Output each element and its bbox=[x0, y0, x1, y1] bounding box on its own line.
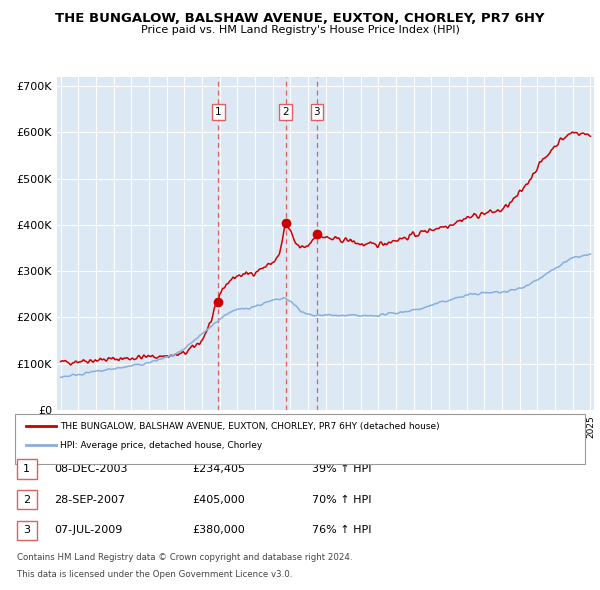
Text: £234,405: £234,405 bbox=[192, 464, 245, 474]
Text: £380,000: £380,000 bbox=[192, 526, 245, 535]
Text: THE BUNGALOW, BALSHAW AVENUE, EUXTON, CHORLEY, PR7 6HY (detached house): THE BUNGALOW, BALSHAW AVENUE, EUXTON, CH… bbox=[60, 422, 440, 431]
Text: £405,000: £405,000 bbox=[192, 495, 245, 504]
Text: 39% ↑ HPI: 39% ↑ HPI bbox=[312, 464, 371, 474]
Text: 76% ↑ HPI: 76% ↑ HPI bbox=[312, 526, 371, 535]
Text: Contains HM Land Registry data © Crown copyright and database right 2024.: Contains HM Land Registry data © Crown c… bbox=[17, 553, 352, 562]
Text: 70% ↑ HPI: 70% ↑ HPI bbox=[312, 495, 371, 504]
Text: THE BUNGALOW, BALSHAW AVENUE, EUXTON, CHORLEY, PR7 6HY: THE BUNGALOW, BALSHAW AVENUE, EUXTON, CH… bbox=[55, 12, 545, 25]
Text: 28-SEP-2007: 28-SEP-2007 bbox=[54, 495, 125, 504]
Text: 1: 1 bbox=[23, 464, 30, 474]
Text: 1: 1 bbox=[215, 107, 221, 117]
Text: 08-DEC-2003: 08-DEC-2003 bbox=[54, 464, 128, 474]
Text: 2: 2 bbox=[23, 495, 30, 504]
Text: 3: 3 bbox=[23, 526, 30, 535]
Text: This data is licensed under the Open Government Licence v3.0.: This data is licensed under the Open Gov… bbox=[17, 571, 292, 579]
Text: 07-JUL-2009: 07-JUL-2009 bbox=[54, 526, 122, 535]
Text: Price paid vs. HM Land Registry's House Price Index (HPI): Price paid vs. HM Land Registry's House … bbox=[140, 25, 460, 35]
Text: 3: 3 bbox=[314, 107, 320, 117]
Text: HPI: Average price, detached house, Chorley: HPI: Average price, detached house, Chor… bbox=[60, 441, 262, 450]
Text: 2: 2 bbox=[282, 107, 289, 117]
